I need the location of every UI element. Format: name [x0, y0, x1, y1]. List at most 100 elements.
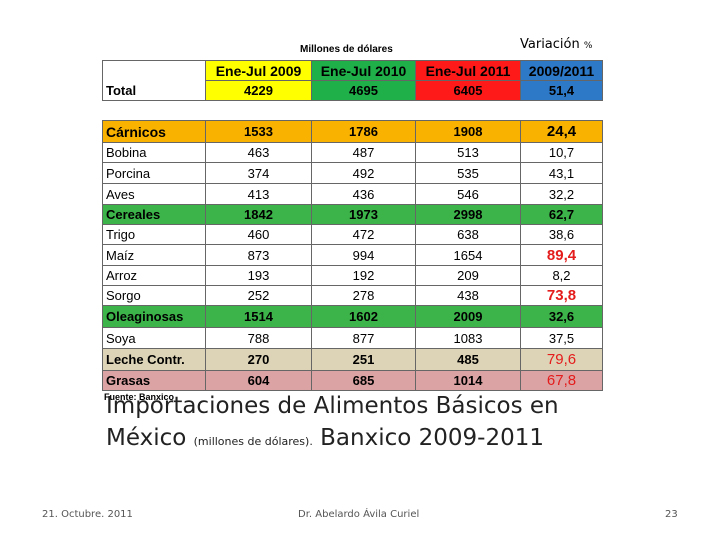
row-label: Arroz	[102, 265, 206, 286]
row-label: Maíz	[102, 244, 206, 266]
row-label: Cereales	[102, 204, 206, 225]
cell: 43,1	[520, 162, 603, 184]
total-cell: 4229	[205, 80, 312, 101]
cell: 209	[415, 265, 521, 286]
column-header: Ene-Jul 2009	[205, 60, 312, 81]
row-label: Bobina	[102, 142, 206, 163]
cell: 1514	[205, 305, 312, 328]
cell: 67,8	[520, 370, 603, 391]
row-label: Sorgo	[102, 285, 206, 306]
column-header: Ene-Jul 2010	[311, 60, 416, 81]
cell: 492	[311, 162, 416, 184]
table-row: Maíz 873 994 1654 89,4	[102, 244, 603, 266]
cell: 513	[415, 142, 521, 163]
cell: 1602	[311, 305, 416, 328]
cell: 24,4	[520, 120, 603, 143]
cell: 192	[311, 265, 416, 286]
footer-page: 23	[665, 509, 678, 520]
total-cell: 4695	[311, 80, 416, 101]
row-label: Porcina	[102, 162, 206, 184]
cell: 1973	[311, 204, 416, 225]
total-label: Total	[102, 80, 206, 101]
cell: 638	[415, 224, 521, 245]
cell: 994	[311, 244, 416, 266]
cell: 604	[205, 370, 312, 391]
title-note: (millones de dólares).	[193, 435, 313, 448]
title-start: México	[106, 425, 187, 451]
cell: 2998	[415, 204, 521, 225]
cell: 487	[311, 142, 416, 163]
cell: 1842	[205, 204, 312, 225]
cell: 193	[205, 265, 312, 286]
table-row: Porcina 374 492 535 43,1	[102, 162, 603, 184]
title-line1: Importaciones de Alimentos Básicos en	[106, 393, 559, 419]
variation-unit: %	[583, 41, 593, 51]
cell: 472	[311, 224, 416, 245]
cell: 374	[205, 162, 312, 184]
cell: 535	[415, 162, 521, 184]
source: Fuente: Banxico	[104, 392, 175, 402]
cell: 37,5	[520, 327, 603, 349]
column-header: 2009/2011	[520, 60, 603, 81]
row-label: Leche Contr.	[102, 348, 206, 371]
table-row: Bobina 463 487 513 10,7	[102, 142, 603, 163]
row-label: Cárnicos	[102, 120, 206, 143]
variation-label: Variación	[520, 37, 580, 52]
table-row: Aves 413 436 546 32,2	[102, 183, 603, 205]
cell: 438	[415, 285, 521, 306]
cell: 788	[205, 327, 312, 349]
header-row: Ene-Jul 2009 Ene-Jul 2010 Ene-Jul 2011 2009…	[102, 60, 603, 81]
table-row: Arroz 193 192 209 8,2	[102, 265, 603, 286]
cell: 251	[311, 348, 416, 371]
title-line2: México (millones de dólares). Banxico 20…	[106, 425, 544, 451]
row-label: Trigo	[102, 224, 206, 245]
cell: 1014	[415, 370, 521, 391]
cell: 436	[311, 183, 416, 205]
table-row: Sorgo 252 278 438 73,8	[102, 285, 603, 306]
cell: 685	[311, 370, 416, 391]
cell: 873	[205, 244, 312, 266]
cell: 252	[205, 285, 312, 306]
cell: 8,2	[520, 265, 603, 286]
cell: 485	[415, 348, 521, 371]
row-label: Oleaginosas	[102, 305, 206, 328]
cell: 10,7	[520, 142, 603, 163]
row-label: Aves	[102, 183, 206, 205]
cell: 62,7	[520, 204, 603, 225]
data-table: Cárnicos 1533 1786 1908 24,4 Bobina 463 487 513 1…	[102, 120, 603, 391]
cell: 1908	[415, 120, 521, 143]
cell: 89,4	[520, 244, 603, 266]
table-row: Grasas 604 685 1014 67,8	[102, 370, 603, 391]
cell: 877	[311, 327, 416, 349]
total-row: Total 4229 4695 6405 51,4	[102, 80, 603, 101]
table-row: Leche Contr. 270 251 485 79,6	[102, 348, 603, 371]
header-empty	[102, 60, 206, 81]
variation-heading: Variación %	[520, 37, 592, 52]
row-label: Grasas	[102, 370, 206, 391]
row-label: Soya	[102, 327, 206, 349]
table-row: Trigo 460 472 638 38,6	[102, 224, 603, 245]
table-row: Cárnicos 1533 1786 1908 24,4	[102, 120, 603, 143]
cell: 460	[205, 224, 312, 245]
table-row: Oleaginosas 1514 1602 2009 32,6	[102, 305, 603, 328]
total-cell: 51,4	[520, 80, 603, 101]
cell: 1654	[415, 244, 521, 266]
unit-label: Millones de dólares	[300, 44, 393, 55]
cell: 73,8	[520, 285, 603, 306]
total-cell: 6405	[415, 80, 521, 101]
cell: 413	[205, 183, 312, 205]
cell: 278	[311, 285, 416, 306]
cell: 1083	[415, 327, 521, 349]
title-end: Banxico 2009-2011	[320, 425, 544, 451]
cell: 463	[205, 142, 312, 163]
column-header: Ene-Jul 2011	[415, 60, 521, 81]
cell: 270	[205, 348, 312, 371]
table-row: Cereales 1842 1973 2998 62,7	[102, 204, 603, 225]
cell: 38,6	[520, 224, 603, 245]
header-table: Ene-Jul 2009 Ene-Jul 2010 Ene-Jul 2011 2009…	[102, 60, 603, 101]
cell: 546	[415, 183, 521, 205]
cell: 32,6	[520, 305, 603, 328]
cell: 2009	[415, 305, 521, 328]
cell: 1533	[205, 120, 312, 143]
